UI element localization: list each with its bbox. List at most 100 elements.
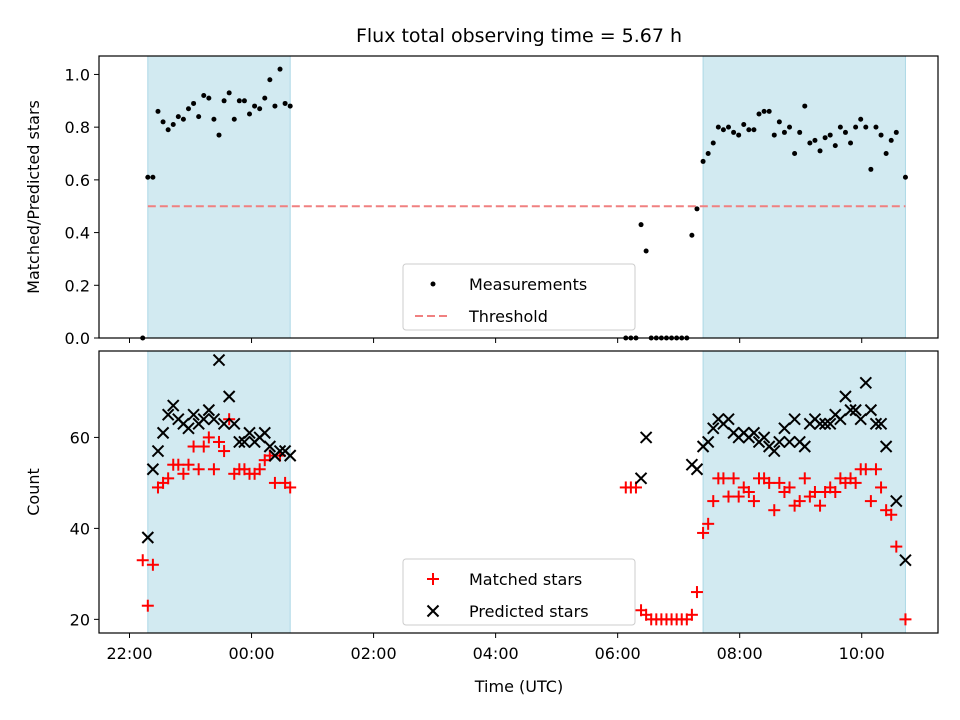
y-axis-label: Matched/Predicted stars — [24, 100, 43, 294]
data-point — [787, 124, 793, 130]
data-point — [751, 127, 757, 133]
legend: Measurements Threshold — [402, 263, 636, 331]
data-point-d2 — [151, 444, 165, 458]
data-point — [731, 129, 737, 135]
data-point — [150, 174, 156, 180]
y-tick-label: 0.0 — [65, 329, 90, 348]
y-tick-label: 0.8 — [65, 118, 90, 137]
data-point-d2 — [197, 413, 210, 426]
legend-label: Matched stars — [469, 570, 582, 589]
data-point — [783, 435, 796, 449]
data-point — [814, 499, 827, 512]
legend-label: Threshold — [468, 307, 548, 326]
data-point — [864, 403, 878, 417]
data-point — [707, 422, 720, 435]
data-point — [869, 417, 883, 430]
data-point — [707, 495, 720, 508]
data-point — [202, 431, 215, 444]
data-point — [141, 599, 154, 612]
data-point — [902, 174, 908, 180]
data-point — [690, 586, 703, 599]
data-point — [231, 116, 237, 122]
data-point — [155, 108, 161, 114]
data-point — [241, 98, 247, 104]
data-point — [206, 95, 212, 101]
data-point — [899, 554, 912, 567]
data-point — [287, 103, 293, 109]
data-point — [217, 417, 231, 430]
data-point — [253, 463, 266, 476]
data-point — [218, 445, 231, 458]
data-point — [216, 132, 222, 138]
data-point — [182, 422, 195, 435]
data-point — [175, 114, 181, 120]
data-point-d2 — [217, 417, 231, 430]
data-point-d2 — [283, 449, 297, 462]
data-point — [213, 435, 226, 448]
data-point — [197, 413, 210, 426]
data-point-d2 — [859, 376, 873, 390]
shaded-interval — [147, 350, 291, 634]
data-point — [778, 422, 791, 435]
legend-box — [402, 263, 636, 331]
data-point — [638, 222, 644, 228]
legend-label: Measurements — [469, 275, 587, 294]
data-point — [643, 248, 649, 254]
legend: Matched stars Predicted stars — [402, 558, 636, 626]
data-point — [768, 444, 781, 458]
data-point — [162, 472, 175, 485]
data-point — [172, 458, 185, 471]
data-point — [697, 526, 710, 539]
data-point — [170, 122, 176, 128]
legend-swatch — [427, 573, 439, 585]
data-point — [781, 129, 787, 135]
data-point — [258, 426, 271, 440]
data-point — [890, 540, 903, 553]
data-point-d2 — [156, 426, 170, 440]
legend-label: Predicted stars — [469, 602, 589, 621]
data-point — [859, 463, 872, 476]
data-point — [710, 140, 716, 146]
x-tick-label: 22:00 — [106, 644, 152, 663]
data-point — [823, 417, 837, 430]
data-point — [822, 135, 828, 141]
data-point — [700, 158, 706, 164]
data-point — [690, 463, 704, 476]
data-point — [832, 143, 838, 149]
x-tick-label: 10:00 — [839, 644, 885, 663]
data-point — [160, 119, 166, 125]
data-point — [283, 449, 297, 462]
data-point — [768, 504, 781, 517]
data-point — [167, 399, 180, 412]
data-point-d2 — [141, 531, 155, 544]
data-point-d2 — [182, 422, 195, 435]
data-point — [783, 481, 796, 494]
data-point — [211, 116, 217, 122]
data-point — [727, 472, 740, 485]
data-point — [156, 426, 170, 440]
x-tick-label: 04:00 — [473, 644, 519, 663]
data-point — [842, 129, 848, 135]
y-tick-label: 0.4 — [65, 224, 90, 243]
top-panel: 0.0 0.2 0.4 0.6 0.8 1.0 Matched/Predicted star… — [24, 55, 939, 348]
data-point-d2 — [187, 408, 200, 421]
legend-swatch — [430, 281, 436, 287]
data-point — [883, 151, 889, 157]
data-point — [763, 476, 776, 489]
data-point — [202, 403, 216, 417]
y-tick-label: 0.6 — [65, 171, 90, 190]
data-point-d2 — [834, 413, 847, 426]
data-point — [807, 140, 813, 146]
data-point — [813, 417, 827, 430]
data-point — [817, 148, 823, 154]
data-point — [771, 132, 777, 138]
data-point — [837, 124, 843, 130]
data-point — [776, 119, 782, 125]
data-point — [797, 129, 803, 135]
data-point — [747, 495, 760, 508]
data-point-d2 — [798, 440, 811, 453]
data-point — [798, 440, 811, 453]
data-point-d2 — [757, 431, 771, 444]
data-point-d2 — [233, 435, 246, 449]
